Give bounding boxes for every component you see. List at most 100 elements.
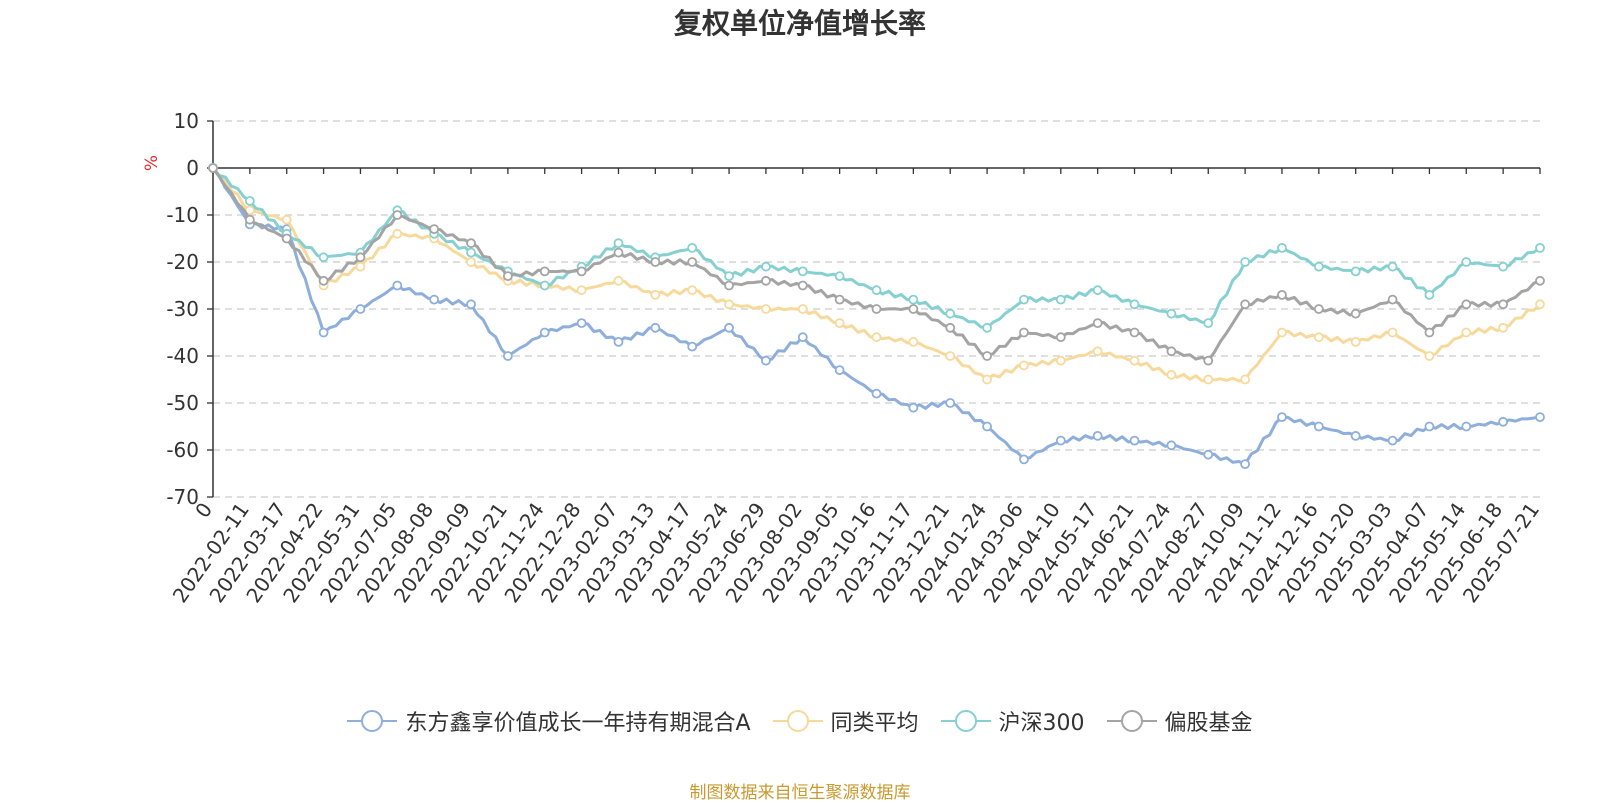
data-point[interactable] [392, 280, 403, 291]
data-point[interactable] [687, 341, 698, 352]
data-point[interactable] [502, 351, 513, 361]
data-point[interactable] [945, 398, 956, 408]
data-point[interactable] [1461, 421, 1472, 432]
data-point[interactable] [761, 275, 771, 286]
data-point[interactable] [244, 205, 255, 216]
data-point[interactable] [355, 261, 366, 272]
data-point[interactable] [724, 322, 734, 333]
legend-item[interactable]: 东方鑫享价值成长一年持有期混合A [347, 705, 751, 737]
data-point[interactable] [687, 242, 698, 253]
data-point[interactable] [244, 214, 255, 225]
data-point[interactable] [576, 285, 587, 296]
data-point[interactable] [539, 327, 550, 338]
data-point[interactable] [1092, 285, 1103, 296]
data-point[interactable] [281, 233, 292, 244]
data-point[interactable] [797, 266, 808, 277]
data-point[interactable] [1535, 242, 1545, 253]
data-point[interactable] [392, 228, 403, 239]
data-point[interactable] [392, 210, 403, 220]
data-point[interactable] [797, 304, 808, 314]
data-point[interactable] [502, 271, 513, 282]
data-point[interactable] [1019, 360, 1029, 371]
data-point[interactable] [318, 275, 329, 286]
data-point[interactable] [1350, 430, 1361, 441]
data-point[interactable] [871, 285, 882, 296]
data-point[interactable] [281, 214, 292, 225]
data-point[interactable] [1240, 459, 1251, 470]
data-point[interactable] [982, 421, 992, 432]
data-point[interactable] [1498, 299, 1509, 310]
data-point[interactable] [687, 285, 698, 296]
data-point[interactable] [1461, 299, 1472, 310]
data-point[interactable] [613, 336, 624, 347]
data-point[interactable] [1387, 435, 1398, 446]
data-point[interactable] [797, 280, 808, 291]
data-point[interactable] [1498, 261, 1509, 272]
data-point[interactable] [1277, 242, 1287, 253]
data-point[interactable] [1424, 289, 1435, 300]
data-point[interactable] [945, 322, 956, 333]
legend-item[interactable]: 偏股基金 [1106, 705, 1253, 737]
data-point[interactable] [429, 294, 440, 305]
data-point[interactable] [1350, 266, 1361, 277]
data-point[interactable] [834, 271, 845, 282]
data-point[interactable] [761, 261, 771, 272]
data-point[interactable] [834, 318, 845, 329]
data-point[interactable] [1498, 322, 1509, 333]
legend-item[interactable]: 同类平均 [772, 705, 919, 737]
data-point[interactable] [797, 332, 808, 343]
data-point[interactable] [1203, 355, 1214, 366]
data-point[interactable] [318, 252, 329, 263]
data-point[interactable] [761, 355, 771, 366]
data-point[interactable] [871, 332, 882, 343]
data-point[interactable] [466, 238, 476, 249]
data-point[interactable] [539, 266, 550, 277]
data-point[interactable] [1313, 304, 1324, 314]
data-point[interactable] [1313, 332, 1324, 343]
data-point[interactable] [1240, 257, 1251, 267]
data-point[interactable] [834, 294, 845, 305]
data-point[interactable] [908, 336, 919, 347]
data-point[interactable] [908, 402, 919, 413]
data-point[interactable] [1092, 430, 1103, 441]
data-point[interactable] [613, 238, 624, 249]
data-point[interactable] [1424, 351, 1435, 361]
data-point[interactable] [466, 247, 476, 258]
data-point[interactable] [982, 351, 992, 361]
data-point[interactable] [1203, 374, 1214, 385]
data-point[interactable] [1055, 435, 1066, 446]
data-point[interactable] [650, 289, 661, 300]
data-point[interactable] [650, 322, 661, 333]
data-point[interactable] [687, 257, 698, 267]
data-point[interactable] [945, 308, 956, 319]
legend-item[interactable]: 沪深300 [940, 705, 1085, 737]
data-point[interactable] [945, 351, 956, 361]
data-point[interactable] [1166, 308, 1177, 319]
data-point[interactable] [466, 299, 476, 310]
data-point[interactable] [1129, 327, 1140, 338]
data-point[interactable] [466, 257, 476, 267]
data-point[interactable] [1424, 327, 1435, 338]
data-point[interactable] [613, 247, 624, 258]
data-point[interactable] [1535, 299, 1545, 310]
data-point[interactable] [1129, 355, 1140, 366]
data-point[interactable] [1055, 355, 1066, 366]
data-point[interactable] [761, 304, 771, 314]
data-point[interactable] [1535, 412, 1545, 423]
data-point[interactable] [1240, 374, 1251, 385]
data-point[interactable] [1387, 294, 1398, 305]
data-point[interactable] [834, 365, 845, 376]
data-point[interactable] [724, 299, 734, 310]
data-point[interactable] [982, 374, 992, 385]
data-point[interactable] [1166, 346, 1177, 357]
data-point[interactable] [1019, 327, 1029, 338]
data-point[interactable] [1387, 327, 1398, 338]
data-point[interactable] [1166, 440, 1177, 451]
data-point[interactable] [1019, 454, 1029, 465]
data-point[interactable] [1277, 412, 1287, 423]
data-point[interactable] [724, 271, 734, 282]
data-point[interactable] [355, 252, 366, 263]
data-point[interactable] [1203, 318, 1214, 329]
data-point[interactable] [1277, 327, 1287, 338]
data-point[interactable] [1166, 369, 1177, 380]
